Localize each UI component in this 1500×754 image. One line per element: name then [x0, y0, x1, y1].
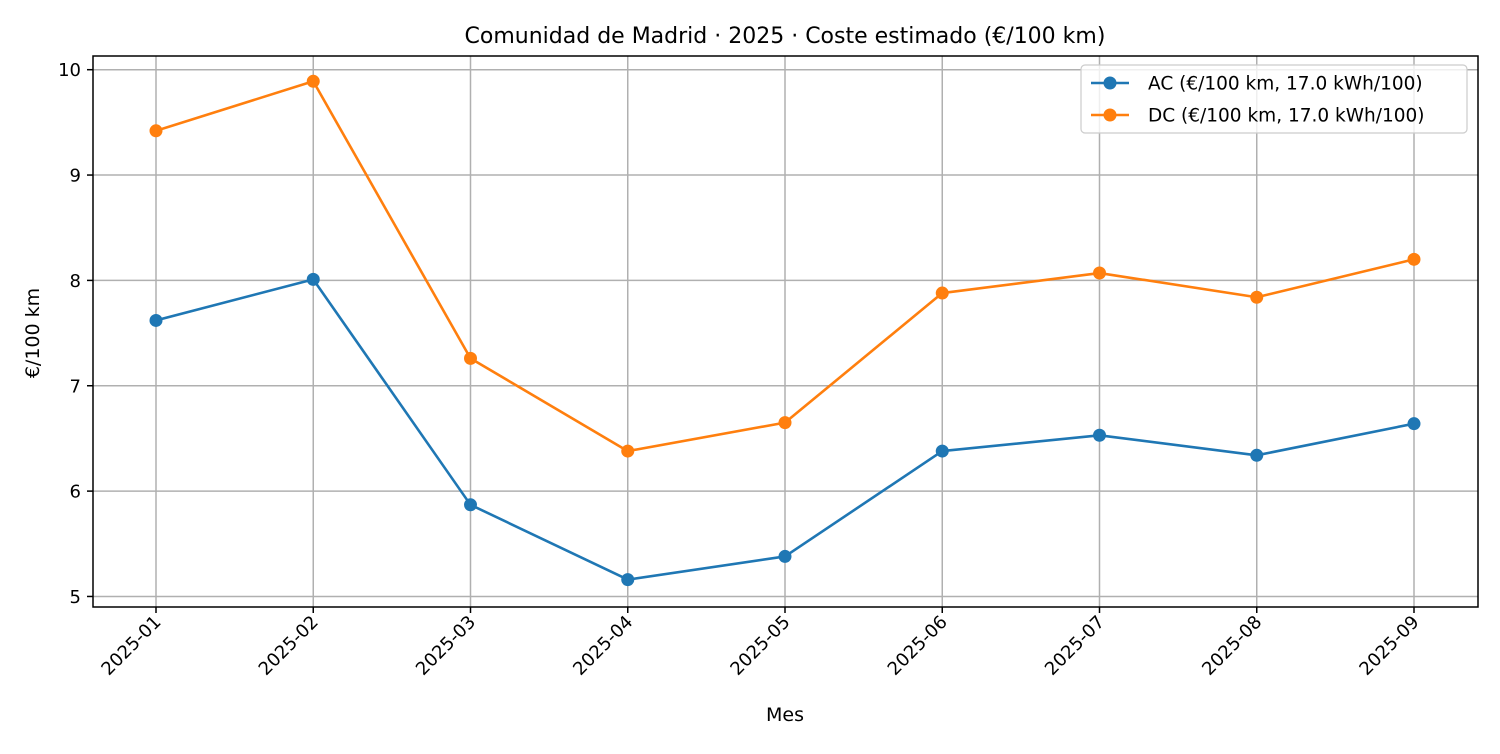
legend-marker-ac [1103, 76, 1117, 90]
data-point-ac [935, 444, 949, 458]
y-tick-label: 6 [70, 482, 81, 503]
x-axis-label: Mes [766, 704, 804, 726]
x-tick-label: 2025-03 [412, 612, 480, 680]
ticks-layer: 2025-01 2025-02 2025-03 2025-04 2025-05 2025-… [58, 60, 1423, 680]
legend-label-dc: DC (€/100 km, 17.0 kWh/100) [1148, 106, 1425, 127]
series-ac [149, 272, 1421, 587]
data-point-dc [464, 351, 477, 365]
y-tick-label: 8 [70, 271, 81, 292]
data-point-dc [621, 444, 635, 458]
data-point-ac [464, 498, 477, 512]
legend-box [1080, 64, 1468, 134]
data-point-ac [306, 272, 320, 286]
x-tick-label: 2025-09 [1355, 612, 1423, 680]
data-point-ac [621, 573, 635, 587]
x-tick-label: 2025-08 [1198, 612, 1266, 680]
data-point-ac [1093, 428, 1106, 442]
series-layer [149, 74, 1421, 587]
x-tick-label: 2025-06 [884, 612, 952, 680]
y-tick-label: 5 [70, 587, 81, 608]
x-tick-label: 2025-04 [569, 612, 637, 680]
data-point-dc [1093, 266, 1106, 280]
x-tick-label: 2025-07 [1041, 612, 1109, 680]
data-point-ac [778, 549, 792, 563]
data-point-ac [149, 313, 163, 327]
chart-title: Comunidad de Madrid · 2025 · Coste estim… [465, 24, 1106, 49]
data-point-dc [778, 416, 792, 430]
data-point-dc [149, 124, 163, 138]
legend: AC (€/100 km, 17.0 kWh/100) DC (€/100 km,… [1080, 64, 1468, 134]
y-axis-label: €/100 km [22, 288, 44, 378]
data-point-dc [1407, 252, 1421, 266]
data-point-dc [935, 286, 949, 300]
data-point-ac [1250, 448, 1264, 462]
legend-marker-dc [1103, 108, 1117, 122]
y-tick-label: 9 [70, 166, 81, 187]
y-tick-label: 7 [70, 376, 81, 397]
grid-layer [93, 56, 1478, 607]
data-point-dc [1250, 290, 1264, 304]
series-dc [149, 74, 1421, 458]
data-point-dc [306, 74, 320, 88]
x-tick-label: 2025-01 [97, 612, 165, 680]
x-tick-label: 2025-02 [255, 612, 323, 680]
y-tick-label: 10 [58, 60, 81, 81]
x-tick-label: 2025-05 [726, 612, 794, 680]
data-point-ac [1407, 417, 1421, 431]
legend-label-ac: AC (€/100 km, 17.0 kWh/100) [1148, 74, 1423, 95]
